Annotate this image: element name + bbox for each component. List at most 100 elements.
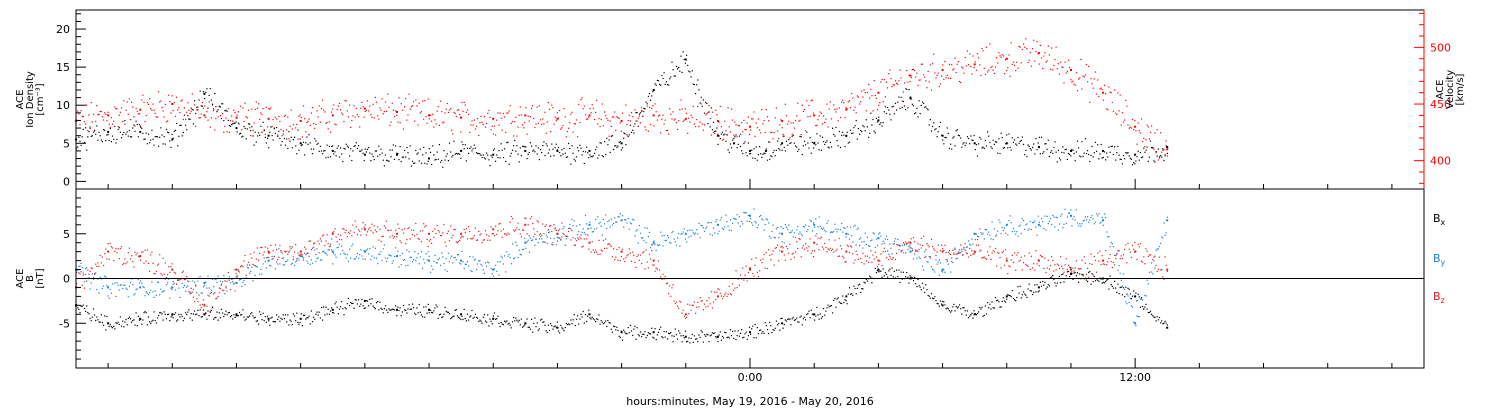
by-sample (396, 255, 398, 257)
ion-density-sample (927, 109, 929, 111)
bx-sample (329, 310, 332, 312)
bz-sample (918, 248, 920, 251)
ion-density-sample (410, 165, 412, 167)
bx-sample (1047, 284, 1049, 286)
bz-sample (363, 226, 365, 228)
bz-sample (274, 244, 276, 246)
ion-density-sample (760, 153, 762, 155)
bz-sample (748, 267, 751, 269)
bx-point (460, 313, 463, 316)
bz-sample (413, 229, 415, 231)
bx-sample (242, 309, 244, 311)
velocity-sample (306, 121, 308, 124)
bz-sample (865, 260, 867, 262)
bx-sample (368, 305, 370, 307)
bx-sample (802, 318, 804, 320)
velocity-sample (1028, 59, 1030, 61)
ion-density-sample (280, 144, 282, 146)
ion-density-sample (173, 130, 175, 132)
bz-sample (468, 226, 470, 228)
bx-sample (1108, 288, 1110, 290)
by-sample (759, 216, 761, 218)
velocity-sample (309, 124, 311, 126)
by-sample (843, 227, 845, 229)
ion-density-sample (215, 106, 217, 108)
bx-sample (934, 296, 936, 298)
bz-sample (169, 271, 171, 274)
ion-density-sample (451, 156, 453, 158)
bx-sample (783, 323, 785, 326)
bx-sample (333, 312, 335, 314)
bz-sample (542, 223, 544, 225)
ion-density-sample (206, 88, 208, 90)
ion-density-sample (972, 139, 974, 141)
ion-density-sample (377, 155, 379, 157)
bz-sample (980, 249, 982, 251)
ion-density-sample (207, 107, 209, 109)
velocity-sample (644, 126, 646, 128)
velocity-sample (700, 103, 702, 105)
by-sample (106, 284, 108, 287)
velocity-sample (445, 108, 447, 110)
ion-density-point (428, 157, 430, 160)
velocity-sample (408, 93, 410, 95)
velocity-sample (853, 109, 855, 111)
bz-sample (498, 223, 500, 225)
by-sample (441, 252, 443, 254)
bz-sample (798, 237, 800, 240)
ion-density-sample (236, 131, 238, 133)
by-sample (1096, 213, 1098, 215)
velocity-sample (752, 118, 754, 120)
by-sample (915, 250, 917, 252)
by-sample (1052, 214, 1054, 216)
bz-sample (1125, 244, 1127, 246)
ion-density-sample (375, 150, 378, 152)
ion-density-sample (548, 149, 551, 151)
by-point (203, 282, 206, 284)
by-sample (224, 293, 226, 295)
bz-sample (238, 271, 241, 273)
ion-density-sample (528, 151, 530, 154)
by-sample (107, 295, 109, 297)
bx-sample (1051, 276, 1053, 278)
bx-sample (810, 309, 812, 311)
bx-sample (173, 313, 175, 316)
by-sample (1065, 222, 1067, 224)
ion-density-sample (308, 134, 310, 136)
by-sample (1027, 229, 1029, 231)
velocity-sample (168, 94, 170, 96)
bz-sample (344, 231, 346, 234)
bz-sample (324, 244, 326, 246)
by-sample (123, 284, 125, 286)
by-sample (281, 257, 283, 259)
by-sample (1073, 216, 1075, 218)
by-sample (117, 284, 119, 286)
ion-density-sample (856, 138, 858, 140)
ion-density-sample (259, 134, 261, 136)
velocity-sample (663, 123, 665, 125)
ion-density-sample (515, 150, 517, 152)
bz-sample (710, 291, 712, 293)
velocity-sample (738, 125, 740, 127)
bx-sample (735, 339, 737, 341)
by-sample (921, 265, 924, 267)
by-sample (1158, 245, 1161, 248)
bx-sample (83, 307, 86, 309)
by-sample (525, 247, 527, 249)
by-sample (550, 237, 552, 239)
ion-density-sample (638, 113, 640, 115)
by-sample (801, 234, 803, 237)
bz-sample (660, 276, 662, 278)
bz-sample (117, 248, 119, 250)
velocity-sample (952, 69, 954, 71)
bx-sample (1071, 272, 1073, 275)
velocity-sample (956, 63, 958, 65)
bz-sample (402, 232, 405, 234)
velocity-sample (436, 110, 438, 112)
ion-density-sample (477, 152, 479, 155)
ion-density-sample (1071, 148, 1073, 150)
ion-density-sample (865, 119, 867, 121)
velocity-sample (1166, 155, 1168, 157)
ion-density-sample (256, 135, 259, 137)
bz-sample (834, 239, 836, 241)
